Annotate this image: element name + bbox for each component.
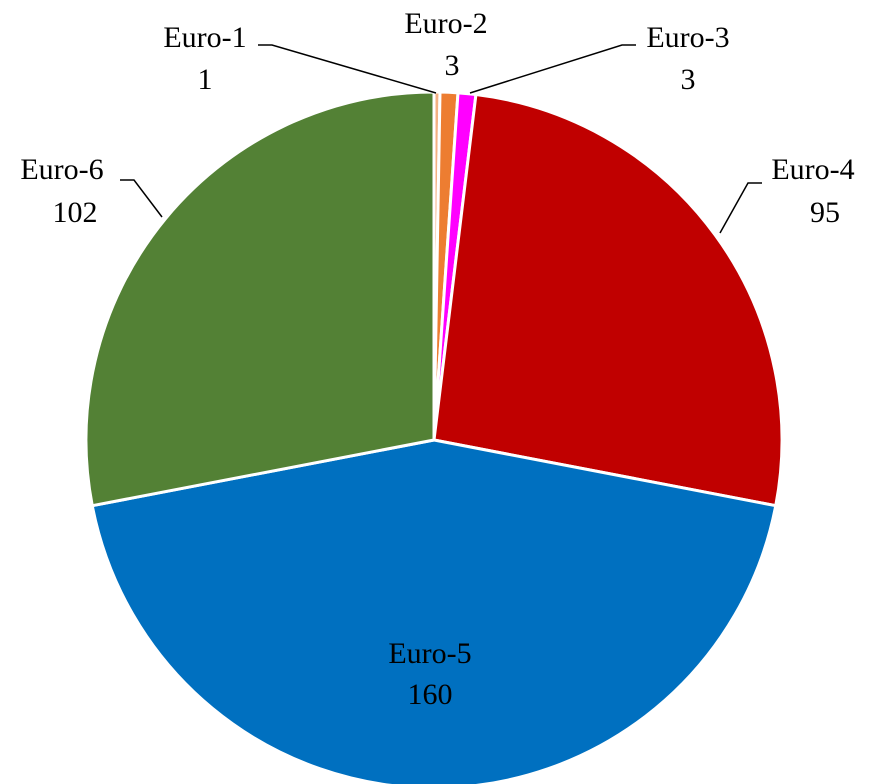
leader-line <box>258 44 437 94</box>
value-label: 3 <box>681 63 696 96</box>
value-label: 3 <box>445 49 460 82</box>
leader-line <box>719 182 762 234</box>
pie-slice <box>84 90 436 508</box>
leader-line <box>469 44 636 94</box>
category-label: Euro-6 <box>20 153 103 186</box>
pie-slice <box>90 438 778 784</box>
value-label: 1 <box>198 63 213 96</box>
category-label: Euro-2 <box>404 7 487 40</box>
category-label: Euro-1 <box>163 21 246 54</box>
pie-slice <box>432 92 784 508</box>
leader-line <box>120 179 163 218</box>
value-label: 160 <box>408 678 453 711</box>
category-label: Euro-4 <box>771 153 854 186</box>
value-label: 95 <box>810 196 840 229</box>
value-label: 102 <box>53 196 98 229</box>
category-label: Euro-3 <box>646 21 729 54</box>
category-label: Euro-5 <box>388 637 471 670</box>
